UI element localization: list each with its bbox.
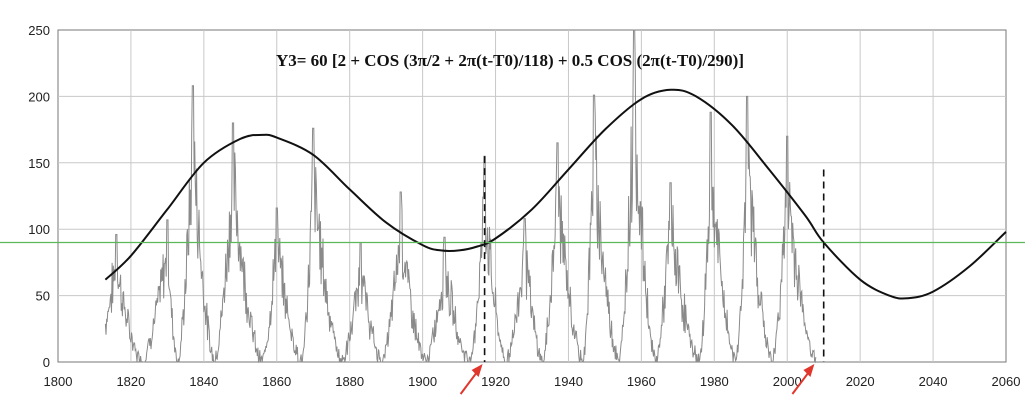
red-arrow — [459, 364, 483, 395]
x-tick-label: 1900 — [408, 374, 437, 389]
x-tick-label: 1960 — [627, 374, 656, 389]
red-arrow-head — [803, 364, 815, 377]
red-arrow — [791, 364, 815, 395]
x-tick-label: 2040 — [919, 374, 948, 389]
y-tick-label: 0 — [43, 355, 50, 370]
markers — [0, 156, 1025, 395]
sunspot-series-line — [104, 29, 817, 364]
x-tick-label: 1920 — [481, 374, 510, 389]
x-tick-label: 1820 — [116, 374, 145, 389]
x-tick-label: 2020 — [846, 374, 875, 389]
model-curve-line — [104, 88, 1007, 300]
y-tick-label: 100 — [28, 222, 50, 237]
x-tick-label: 2000 — [773, 374, 802, 389]
x-tick-label: 2060 — [992, 374, 1021, 389]
x-tick-label: 1800 — [44, 374, 73, 389]
x-tick-label: 1980 — [700, 374, 729, 389]
y-tick-label: 50 — [36, 289, 50, 304]
y-tick-label: 200 — [28, 89, 50, 104]
x-tick-label: 1940 — [554, 374, 583, 389]
x-tick-label: 1880 — [335, 374, 364, 389]
x-tick-label: 1860 — [262, 374, 291, 389]
y-tick-label: 250 — [28, 23, 50, 38]
red-arrow-head — [471, 364, 483, 377]
axes: 0 50 100 150 200 250 1800 1820 1840 1860 1880 1900 1… — [28, 23, 1020, 389]
series — [104, 29, 1007, 364]
chart-title: Y3= 60 [2 + COS (3π/2 + 2π(t-T0)/118) + … — [276, 51, 744, 70]
x-tick-label: 1840 — [189, 374, 218, 389]
y-tick-label: 150 — [28, 156, 50, 171]
